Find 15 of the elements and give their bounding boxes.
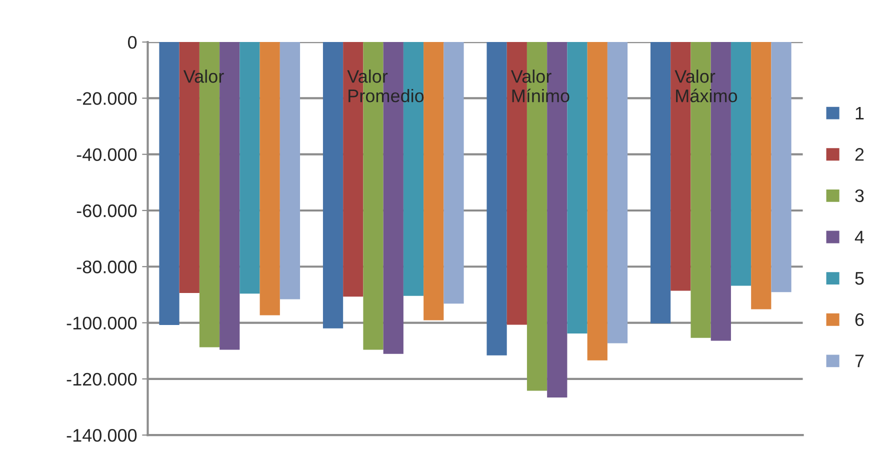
y-tick-label: -140.000 bbox=[66, 429, 137, 442]
y-tick-label: 0 bbox=[128, 36, 137, 49]
legend-label: 3 bbox=[855, 189, 864, 202]
y-tick-label: -100.000 bbox=[66, 316, 137, 330]
y-tick-label: -60.000 bbox=[76, 204, 137, 218]
y-tick-label: -40.000 bbox=[76, 148, 137, 162]
legend-label: 5 bbox=[855, 272, 864, 285]
y-tick-label: -20.000 bbox=[76, 92, 137, 105]
legend-label: 4 bbox=[854, 230, 864, 244]
legend-label: 1 bbox=[856, 106, 864, 120]
legend-label: 7 bbox=[855, 354, 864, 368]
y-tick-label: -80.000 bbox=[76, 260, 137, 274]
legend-label: 6 bbox=[855, 313, 864, 326]
y-tick-label: -120.000 bbox=[66, 372, 137, 386]
legend-label: 2 bbox=[855, 148, 864, 161]
